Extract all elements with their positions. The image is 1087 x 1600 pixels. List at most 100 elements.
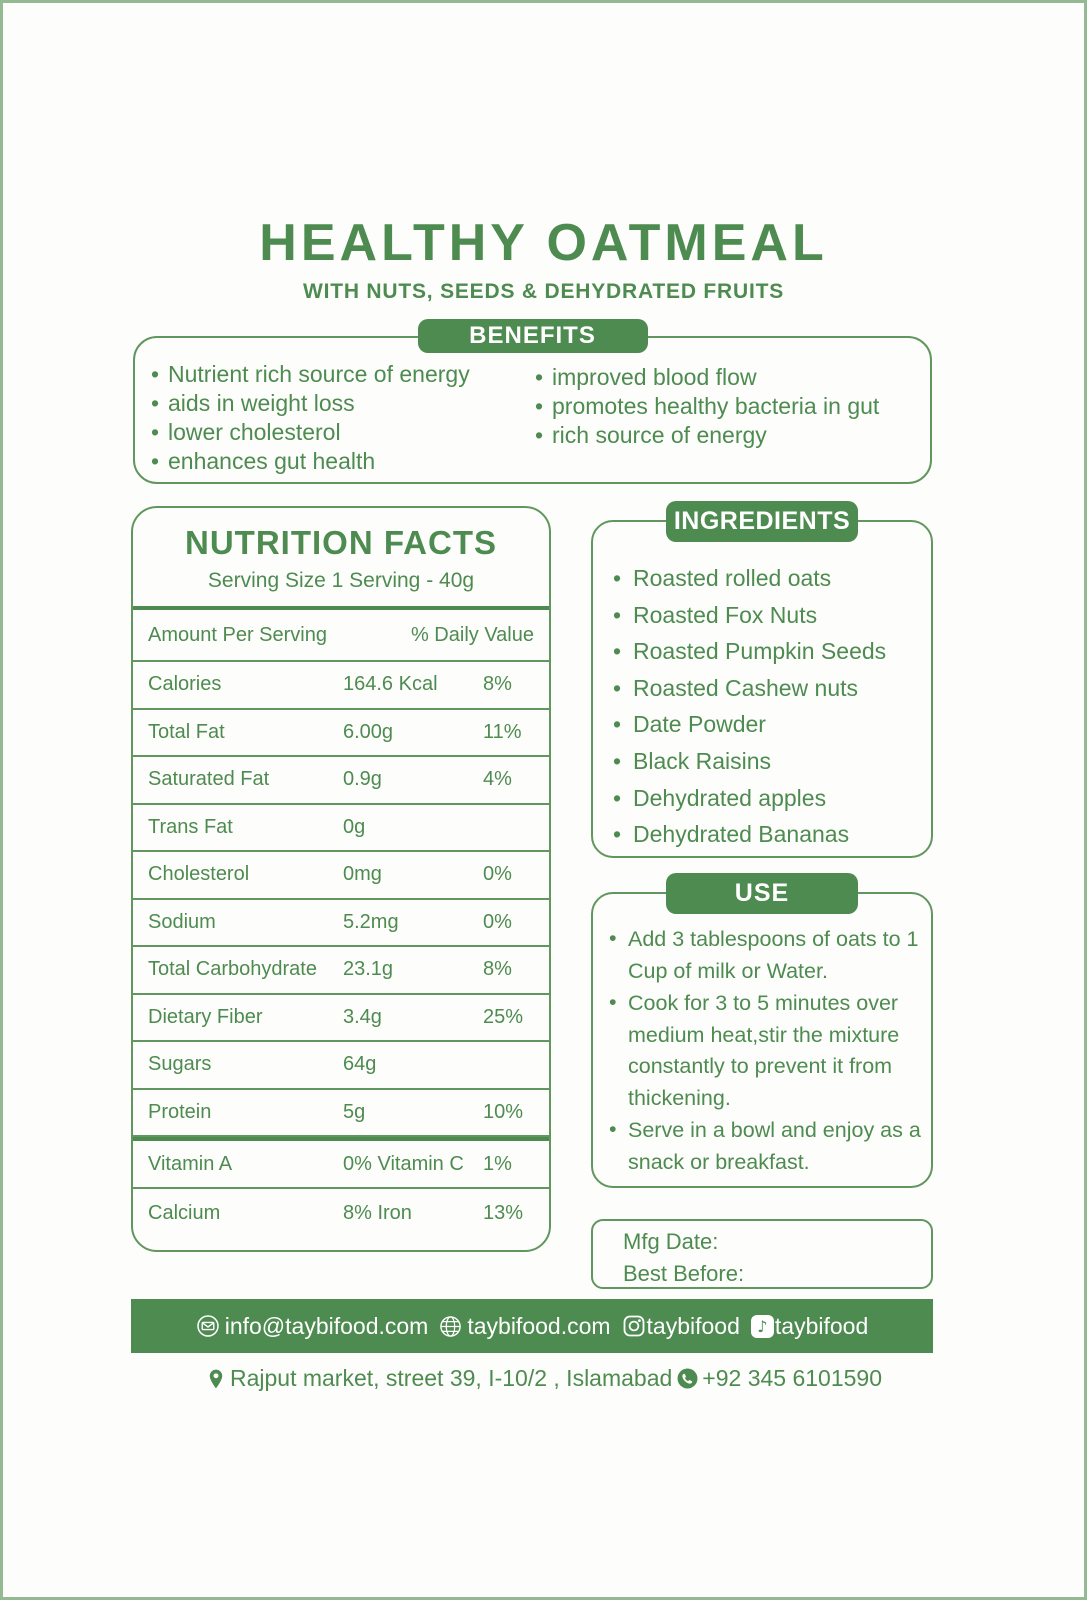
row-label: Calories — [148, 673, 222, 696]
row-label: Saturated Fat — [148, 768, 270, 791]
benefit-item: Nutrient rich source of energy — [151, 360, 470, 389]
page-subtitle: WITH NUTS, SEEDS & DEHYDRATED FRUITS — [302, 280, 785, 303]
table-row: Cholesterol 0mg 0% — [133, 852, 549, 900]
row-label: Calcium — [148, 1201, 221, 1224]
amount-column-header: Amount Per Serving — [148, 623, 327, 646]
row-dv: 8% — [483, 958, 512, 981]
row-value: 5.2mg — [343, 910, 399, 933]
benefit-item: improved blood flow — [535, 363, 879, 392]
phone-icon — [676, 1367, 699, 1390]
table-row: Protein 5g 10% — [133, 1090, 549, 1137]
list-item: Date Powder — [613, 706, 886, 743]
globe-icon — [439, 1315, 462, 1338]
list-item: Dehydrated apples — [613, 780, 886, 817]
row-label: Protein — [148, 1100, 212, 1123]
row-value: 0.9g — [343, 768, 382, 791]
ingredients-list: Roasted rolled oats Roasted Fox Nuts Roa… — [613, 560, 886, 853]
tiktok-icon: ♪ — [750, 1314, 774, 1338]
website-text: taybifood.com — [467, 1312, 611, 1339]
table-row: Calcium 8% Iron 13% — [133, 1189, 549, 1237]
daily-value-column-header: % Daily Value — [410, 623, 534, 646]
row-dv: 11% — [483, 720, 522, 743]
location-pin-icon — [205, 1368, 227, 1390]
row-label: Sodium — [148, 910, 216, 933]
row-value: 3.4g — [343, 1005, 382, 1028]
address-text: Rajput market, street 39, I-10/2 , Islam… — [229, 1365, 673, 1391]
table-row: Sugars 64g — [133, 1042, 549, 1090]
row-value: 8% Iron — [343, 1201, 412, 1224]
benefit-item: aids in weight loss — [151, 389, 470, 418]
row-value: 0g — [343, 815, 366, 838]
row-value: 0% Vitamin C — [343, 1152, 464, 1175]
row-dv: 1% — [483, 1152, 512, 1175]
row-dv: 13% — [483, 1201, 524, 1224]
benefit-item: enhances gut health — [151, 447, 470, 476]
tiktok-handle: taybifood — [774, 1312, 869, 1339]
list-item: Serve in a bowl and enjoy as a snack or … — [605, 1114, 921, 1178]
benefit-item: rich source of energy — [535, 421, 879, 450]
table-row: Trans Fat 0g — [133, 805, 549, 852]
table-row: Sodium 5.2mg 0% — [133, 900, 549, 947]
row-value: 164.6 Kcal — [343, 673, 438, 696]
row-value: 0mg — [343, 863, 382, 886]
row-label: Vitamin A — [148, 1152, 233, 1175]
mfg-date-label: Mfg Date: — [623, 1229, 719, 1254]
row-dv: 0% — [483, 910, 512, 933]
row-label: Total Fat — [148, 720, 225, 743]
envelope-icon — [196, 1314, 220, 1338]
divider — [133, 606, 549, 610]
nutrition-table-header: Amount Per Serving % Daily Value — [133, 610, 549, 662]
benefits-right-column: improved blood flow promotes healthy bac… — [535, 363, 879, 450]
list-item: Add 3 tablespoons of oats to 1 Cup of mi… — [605, 923, 921, 987]
row-value: 23.1g — [343, 958, 394, 981]
row-label: Dietary Fiber — [148, 1005, 263, 1028]
contact-bar: info@taybifood.com taybifood.com taybifo… — [131, 1299, 933, 1353]
instagram-icon — [622, 1314, 646, 1338]
use-instructions-list: Add 3 tablespoons of oats to 1 Cup of mi… — [605, 923, 921, 1179]
serving-size: Serving Size 1 Serving - 40g — [207, 569, 475, 592]
benefits-badge: BENEFITS — [417, 319, 648, 353]
table-row: Calories 164.6 Kcal 8% — [133, 662, 549, 710]
list-item: Roasted Pumpkin Seeds — [613, 633, 886, 670]
dates-section: Mfg Date: Best Before: — [591, 1219, 933, 1289]
row-label: Cholesterol — [148, 863, 250, 886]
row-label: Trans Fat — [148, 815, 233, 838]
table-row: Total Carbohydrate 23.1g 8% — [133, 947, 549, 995]
page-title: HEALTHY OATMEAL — [259, 214, 828, 272]
instagram-contact: taybifood — [622, 1313, 740, 1340]
phone-text: +92 345 6101590 — [702, 1365, 883, 1391]
list-item: Roasted rolled oats — [613, 560, 886, 597]
phone-group: +92 345 6101590 — [676, 1365, 882, 1392]
table-row: Dietary Fiber 3.4g 25% — [133, 995, 549, 1042]
address-row: Rajput market, street 39, I-10/2 , Islam… — [3, 1365, 1084, 1392]
email-contact: info@taybifood.com — [196, 1312, 429, 1340]
table-row: Saturated Fat 0.9g 4% — [133, 757, 549, 805]
use-badge: USE — [666, 873, 858, 914]
website-contact: taybifood.com — [439, 1312, 611, 1340]
row-dv: 8% — [483, 673, 512, 696]
row-label: Sugars — [148, 1053, 212, 1076]
benefits-left-column: Nutrient rich source of energy aids in w… — [151, 360, 470, 476]
row-value: 6.00g — [343, 720, 394, 743]
row-label: Total Carbohydrate — [148, 958, 317, 981]
list-item: Roasted Fox Nuts — [613, 597, 886, 634]
benefits-section: BENEFITS Nutrient rich source of energy … — [133, 319, 932, 484]
row-value: 64g — [343, 1053, 377, 1076]
row-dv: 10% — [483, 1100, 524, 1123]
use-section: USE Add 3 tablespoons of oats to 1 Cup o… — [591, 873, 933, 1188]
benefit-item: promotes healthy bacteria in gut — [535, 392, 879, 421]
table-row: Total Fat 6.00g 11% — [133, 710, 549, 757]
list-item: Black Raisins — [613, 743, 886, 780]
email-text: info@taybifood.com — [224, 1312, 429, 1339]
divider — [133, 1137, 549, 1141]
nutrition-title: NUTRITION FACTS — [185, 524, 497, 561]
row-dv: 4% — [483, 768, 512, 791]
row-value: 5g — [343, 1100, 366, 1123]
tiktok-contact: ♪ taybifood — [750, 1312, 869, 1340]
instagram-handle: taybifood — [646, 1312, 740, 1339]
table-row: Vitamin A 0% Vitamin C 1% — [133, 1141, 549, 1189]
nutrition-facts-section: NUTRITION FACTS Serving Size 1 Serving -… — [131, 506, 551, 1252]
ingredients-badge: INGREDIENTS — [666, 501, 858, 542]
benefit-item: lower cholesterol — [151, 418, 470, 447]
